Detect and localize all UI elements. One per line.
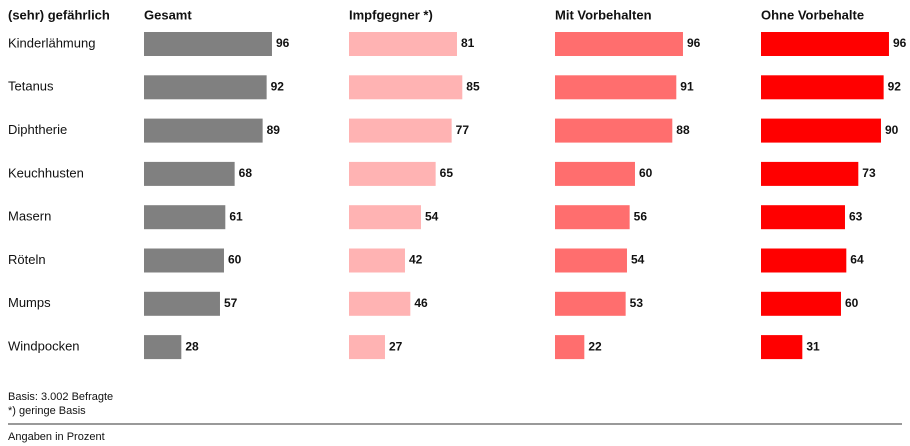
bar [349, 161, 436, 186]
series-header: Mit Vorbehalten [555, 7, 652, 22]
category-label: Tetanus [8, 79, 54, 94]
bar [761, 118, 881, 143]
bar [761, 161, 859, 186]
bar [144, 335, 182, 360]
category-label: Diphtherie [8, 122, 67, 137]
value-label: 42 [409, 253, 423, 267]
footer: Angaben in Prozent [8, 431, 105, 443]
value-label: 92 [271, 79, 285, 93]
bar [761, 75, 884, 100]
value-label: 28 [185, 339, 199, 353]
category-header: (sehr) gefährlich [8, 7, 110, 22]
value-label: 81 [461, 36, 475, 50]
value-label: 56 [634, 209, 648, 223]
value-label: 96 [893, 36, 907, 50]
bar [144, 161, 235, 186]
value-label: 92 [888, 79, 902, 93]
value-label: 65 [440, 166, 454, 180]
series-header: Ohne Vorbehalte [761, 7, 864, 22]
value-label: 54 [631, 253, 645, 267]
category-label: Windpocken [8, 339, 80, 354]
bar [144, 205, 226, 230]
value-label: 90 [885, 123, 899, 137]
bar [555, 161, 635, 186]
bar [144, 32, 272, 56]
note: *) geringe Basis [8, 405, 86, 417]
value-label: 60 [639, 166, 653, 180]
series-header: Gesamt [144, 7, 192, 22]
bar [555, 291, 626, 316]
value-label: 57 [224, 296, 238, 310]
bar [144, 291, 220, 316]
bar [555, 32, 683, 56]
value-label: 31 [806, 339, 820, 353]
value-label: 96 [276, 36, 290, 50]
bar [144, 75, 267, 100]
bar [761, 205, 845, 230]
note: Basis: 3.002 Befragte [8, 391, 113, 403]
bar [349, 248, 405, 273]
value-label: 64 [850, 253, 864, 267]
bar [349, 335, 385, 360]
bar [761, 32, 889, 56]
value-label: 27 [389, 339, 403, 353]
value-label: 63 [849, 209, 863, 223]
bar [761, 335, 803, 360]
value-label: 22 [588, 339, 602, 353]
value-label: 91 [680, 79, 694, 93]
value-label: 96 [687, 36, 701, 50]
bar [555, 335, 585, 360]
category-label: Röteln [8, 252, 46, 267]
value-label: 85 [466, 79, 480, 93]
value-label: 88 [676, 123, 690, 137]
bar [761, 248, 847, 273]
category-label: Keuchhusten [8, 165, 84, 180]
bar [349, 118, 452, 143]
value-label: 53 [630, 296, 644, 310]
bar [761, 291, 841, 316]
bar [555, 75, 677, 100]
value-label: 73 [862, 166, 876, 180]
bar [349, 291, 411, 316]
bar [144, 118, 263, 143]
bar [555, 248, 627, 273]
value-label: 77 [456, 123, 470, 137]
value-label: 60 [845, 296, 859, 310]
category-label: Mumps [8, 295, 51, 310]
bar [555, 205, 630, 230]
value-label: 46 [414, 296, 428, 310]
category-label: Masern [8, 209, 51, 224]
value-label: 68 [239, 166, 253, 180]
bar [144, 248, 224, 273]
value-label: 60 [228, 253, 242, 267]
value-label: 54 [425, 209, 439, 223]
category-label: Kinderlähmung [8, 35, 95, 50]
bar [349, 205, 421, 230]
bar [349, 75, 463, 100]
value-label: 89 [267, 123, 281, 137]
value-label: 61 [229, 209, 243, 223]
bar [555, 118, 673, 143]
series-header: Impfgegner *) [349, 7, 433, 22]
bar [349, 32, 457, 56]
